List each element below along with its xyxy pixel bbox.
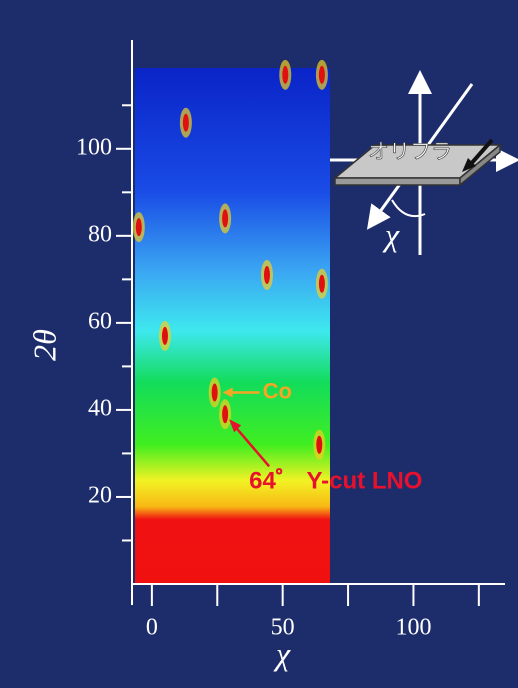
x-tick-label: 50 — [271, 615, 295, 641]
annotation-label: 64゜ Y-cut LNO — [249, 468, 422, 495]
spot — [135, 218, 142, 237]
axes — [116, 40, 505, 606]
spot — [263, 266, 270, 285]
spot — [211, 383, 218, 402]
spot — [182, 113, 189, 132]
annotation-label: Co — [263, 378, 292, 403]
plate-edge — [459, 143, 501, 187]
spot — [318, 274, 325, 293]
plate-edge — [334, 177, 461, 186]
y-tick-label: 20 — [88, 482, 112, 508]
y-tick-label: 40 — [88, 395, 112, 421]
x-axis-label: χ — [273, 635, 291, 671]
inset-arc — [391, 199, 426, 218]
spot — [222, 405, 229, 424]
plate-arrow — [468, 138, 494, 167]
annotation-arrowhead — [229, 419, 242, 433]
y-tick-label: 100 — [76, 134, 112, 160]
x-tick-label: 100 — [395, 615, 431, 641]
spot — [316, 435, 323, 454]
y-axis-label: 2θ — [26, 329, 62, 361]
spot — [318, 65, 325, 84]
spot — [222, 209, 229, 228]
inset-axis-label: χ — [382, 216, 400, 252]
annotation-arrowhead — [222, 387, 233, 398]
spot — [161, 326, 168, 345]
inset-label: オリフラ — [368, 141, 452, 164]
plate-arrow-head — [462, 158, 476, 172]
spot — [282, 65, 289, 84]
x-tick-label: 0 — [146, 615, 158, 641]
annotation-arrow — [232, 423, 271, 468]
y-tick-label: 80 — [88, 221, 112, 247]
y-tick-label: 60 — [88, 308, 112, 334]
inset-diagram: オリフラ χ — [330, 70, 518, 255]
